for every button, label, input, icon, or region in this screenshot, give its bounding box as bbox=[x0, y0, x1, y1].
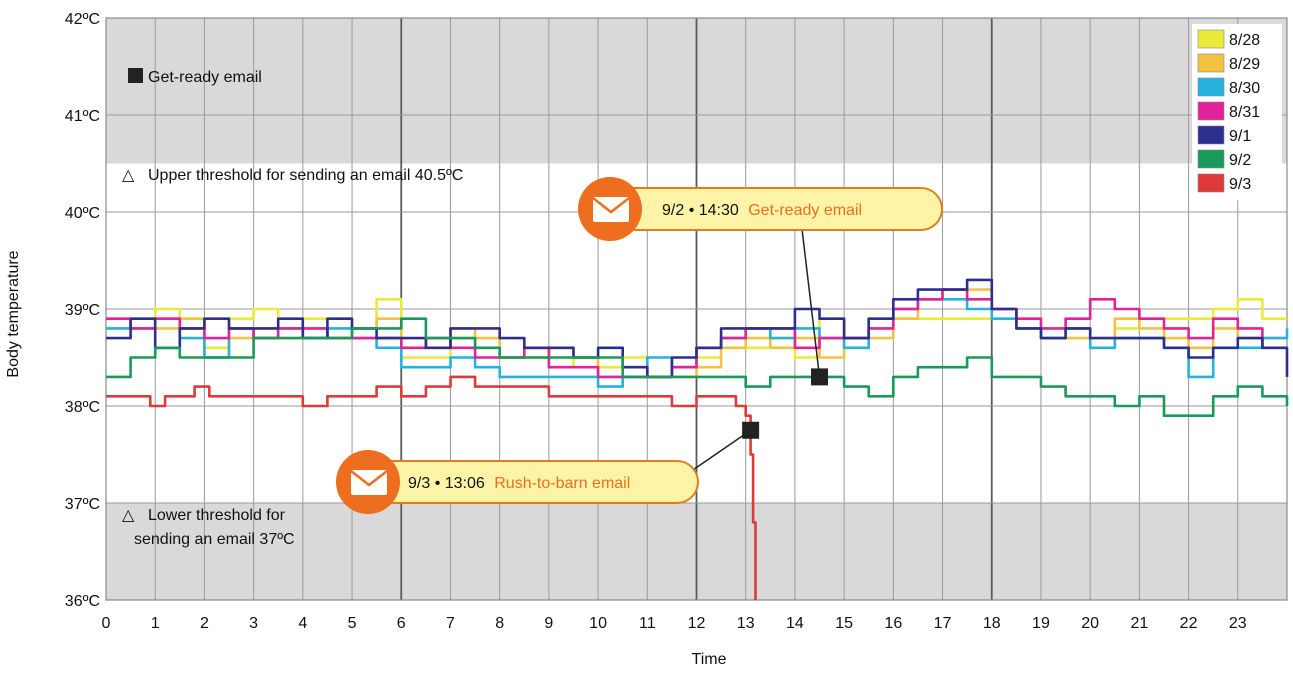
x-tick-label: 22 bbox=[1180, 615, 1198, 632]
legend-swatch bbox=[1197, 29, 1225, 49]
x-tick-label: 21 bbox=[1130, 615, 1148, 632]
series-line-9-3 bbox=[106, 375, 757, 600]
y-tick-label: 42ºC bbox=[65, 11, 100, 28]
x-tick-label: 15 bbox=[835, 615, 853, 632]
legend-swatch bbox=[1197, 101, 1225, 121]
marker-legend-swatch bbox=[128, 68, 143, 83]
x-tick-label: 16 bbox=[884, 615, 902, 632]
callout-rush-to-barn: 9/3 • 13:06 Rush-to-barn email bbox=[336, 421, 760, 514]
series-lines bbox=[106, 278, 1289, 600]
legend-label: 8/28 bbox=[1229, 32, 1260, 49]
plot-frame bbox=[105, 17, 1288, 601]
x-tick-label: 10 bbox=[589, 615, 607, 632]
x-tick-label: 17 bbox=[934, 615, 952, 632]
legend-swatch bbox=[1197, 77, 1225, 97]
get-ready-marker bbox=[811, 368, 829, 386]
x-tick-label: 23 bbox=[1229, 615, 1247, 632]
callout-leader-line bbox=[801, 228, 821, 377]
lower-threshold-label-line-1: Lower threshold for bbox=[148, 507, 286, 524]
legend-label: 9/3 bbox=[1229, 176, 1251, 193]
x-tick-label: 12 bbox=[688, 615, 706, 632]
legend-label: 8/30 bbox=[1229, 80, 1260, 97]
y-tick-label: 38ºC bbox=[65, 399, 100, 416]
y-tick-label: 40ºC bbox=[65, 205, 100, 222]
legend-label: 9/1 bbox=[1229, 128, 1251, 145]
y-tick-label: 36ºC bbox=[65, 593, 100, 610]
legend-swatch bbox=[1197, 125, 1225, 145]
x-tick-label: 11 bbox=[639, 615, 656, 632]
lower-threshold-label-line-2: sending an email 37ºC bbox=[134, 531, 295, 548]
series-line-9-1 bbox=[106, 278, 1289, 379]
mail-icon bbox=[592, 197, 630, 222]
legend: 8/28 8/29 8/30 8/31 9/1 9/2 9/3 bbox=[1192, 24, 1282, 200]
lower-threshold-note: △ Lower threshold for sending an email 3… bbox=[122, 507, 295, 548]
x-tick-label: 7 bbox=[446, 615, 455, 632]
y-axis-title: Body temperature bbox=[5, 250, 22, 377]
upper-threshold-triangle-icon: △ bbox=[122, 167, 135, 184]
x-tick-label: 9 bbox=[544, 615, 553, 632]
legend-swatch bbox=[1197, 173, 1225, 193]
upper-threshold-label: Upper threshold for sending an email 40.… bbox=[148, 167, 463, 184]
y-tick-label: 37ºC bbox=[65, 496, 100, 513]
x-tick-label: 20 bbox=[1081, 615, 1099, 632]
callout-leader-line bbox=[689, 429, 752, 473]
legend-swatch bbox=[1197, 149, 1225, 169]
x-axis-title: Time bbox=[692, 651, 727, 668]
x-tick-label: 0 bbox=[102, 615, 111, 632]
marker-legend-label: Get-ready email bbox=[148, 69, 262, 86]
x-tick-label: 18 bbox=[983, 615, 1001, 632]
lower-threshold-triangle-icon: △ bbox=[122, 507, 135, 524]
x-tick-label: 13 bbox=[737, 615, 755, 632]
series-line-9-2 bbox=[106, 317, 1289, 417]
callout-datetime: 9/2 • 14:30 bbox=[662, 202, 739, 219]
mail-icon bbox=[350, 470, 388, 495]
legend-label: 8/31 bbox=[1229, 104, 1260, 121]
x-tick-label: 5 bbox=[348, 615, 357, 632]
y-tick-label: 39ºC bbox=[65, 302, 100, 319]
callout-text: 9/2 • 14:30 Get-ready email bbox=[662, 202, 862, 219]
x-tick-label: 8 bbox=[495, 615, 504, 632]
callout-datetime: 9/3 • 13:06 bbox=[408, 475, 485, 492]
x-tick-label: 2 bbox=[200, 615, 209, 632]
x-axis-ticks: 0 1 2 3 4 5 6 7 8 9 10 11 12 13 14 15 16 17 18 19 20 21 22 23 bbox=[102, 615, 1247, 632]
legend-swatch bbox=[1197, 53, 1225, 73]
marker-legend: Get-ready email bbox=[128, 68, 262, 86]
callout-text: 9/3 • 13:06 Rush-to-barn email bbox=[408, 475, 630, 492]
x-tick-label: 19 bbox=[1032, 615, 1050, 632]
x-tick-label: 3 bbox=[249, 615, 258, 632]
upper-threshold-note: △ Upper threshold for sending an email 4… bbox=[122, 167, 463, 184]
x-tick-label: 6 bbox=[397, 615, 406, 632]
y-axis-ticks: 36ºC 37ºC 38ºC 39ºC 40ºC 41ºC 42ºC bbox=[65, 11, 100, 610]
legend-label: 9/2 bbox=[1229, 152, 1251, 169]
rush-to-barn-marker bbox=[742, 421, 760, 439]
callout-get-ready: 9/2 • 14:30 Get-ready email bbox=[578, 177, 943, 386]
legend-label: 8/29 bbox=[1229, 56, 1260, 73]
x-tick-label: 14 bbox=[786, 615, 804, 632]
x-tick-label: 4 bbox=[298, 615, 307, 632]
y-tick-label: 41ºC bbox=[65, 108, 100, 125]
x-tick-label: 1 bbox=[151, 615, 160, 632]
callout-label: Rush-to-barn email bbox=[494, 475, 630, 492]
callout-label: Get-ready email bbox=[748, 202, 862, 219]
